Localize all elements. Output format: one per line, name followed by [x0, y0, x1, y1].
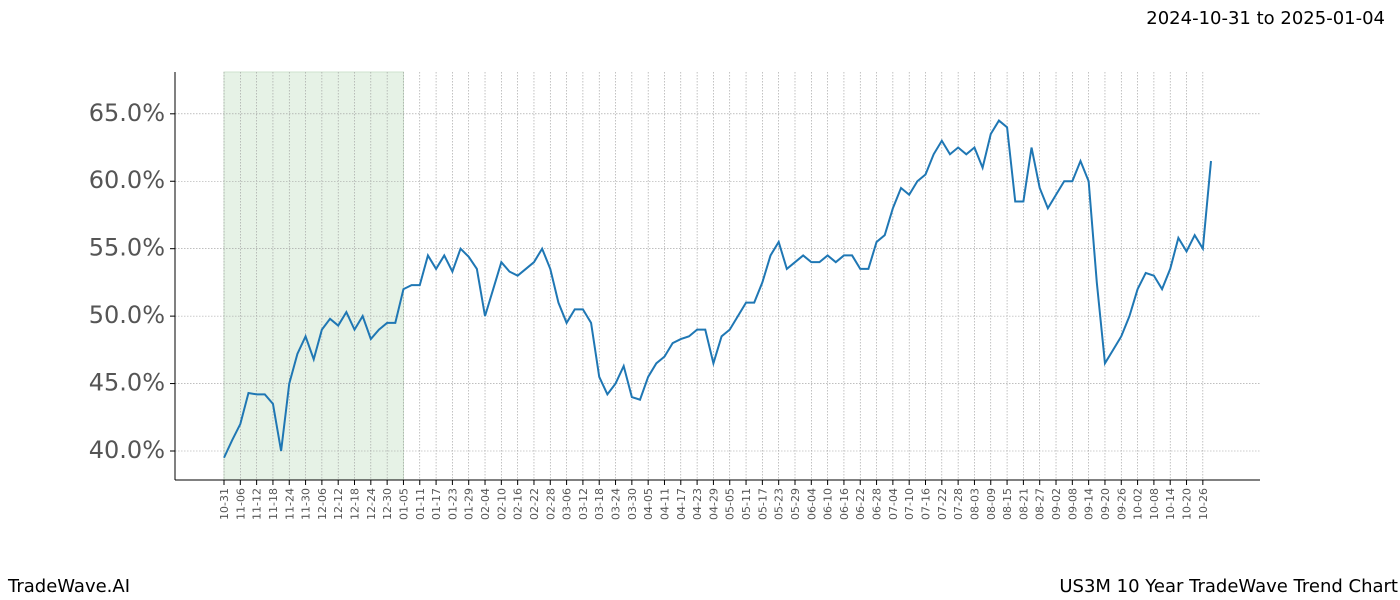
- x-tick-label: 02-22: [528, 488, 541, 520]
- x-tick-label: 05-11: [740, 488, 753, 520]
- x-tick-label: 09-26: [1115, 488, 1128, 520]
- y-tick-label: 55.0%: [89, 234, 165, 262]
- x-tick-label: 02-16: [512, 488, 525, 520]
- x-tick-label: 04-23: [691, 488, 704, 520]
- y-tick-label: 50.0%: [89, 301, 165, 329]
- x-tick-label: 10-14: [1164, 488, 1177, 520]
- x-tick-label: 10-02: [1132, 488, 1145, 520]
- x-tick-label: 04-11: [658, 488, 671, 520]
- x-tick-label: 03-06: [561, 488, 574, 520]
- x-tick-label: 05-23: [773, 488, 786, 520]
- x-tick-label: 10-08: [1148, 488, 1161, 520]
- x-tick-label: 02-28: [544, 488, 557, 520]
- x-tick-label: 04-17: [675, 488, 688, 520]
- x-tick-label: 02-10: [495, 488, 508, 520]
- x-tick-label: 12-18: [349, 488, 362, 520]
- x-tick-label: 01-29: [463, 488, 476, 520]
- x-tick-label: 05-29: [789, 488, 802, 520]
- x-tick-label: 03-18: [593, 488, 606, 520]
- x-tick-label: 07-04: [887, 488, 900, 520]
- x-tick-label: 09-08: [1066, 488, 1079, 520]
- x-tick-label: 06-28: [871, 488, 884, 520]
- x-tick-label: 06-16: [838, 488, 851, 520]
- x-tick-label: 08-21: [1017, 488, 1030, 520]
- date-range: 2024-10-31 to 2025-01-04: [1146, 8, 1385, 29]
- x-tick-label: 08-27: [1034, 488, 1047, 520]
- x-tick-label: 08-03: [968, 488, 981, 520]
- x-tick-label: 08-09: [985, 488, 998, 520]
- x-tick-label: 07-22: [936, 488, 949, 520]
- x-tick-label: 10-26: [1197, 488, 1210, 520]
- x-tick-label: 06-04: [805, 488, 818, 520]
- highlight-band: [223, 71, 404, 481]
- x-tick-label: 11-12: [251, 488, 264, 520]
- x-tick-label: 05-17: [756, 488, 769, 520]
- x-tick-label: 09-14: [1083, 488, 1096, 520]
- y-tick-label: 45.0%: [89, 369, 165, 397]
- x-tick-label: 09-02: [1050, 488, 1063, 520]
- x-tick-label: 12-12: [332, 488, 345, 520]
- x-tick-label: 01-05: [397, 488, 410, 520]
- x-tick-label: 11-30: [300, 488, 313, 520]
- line-series: [223, 119, 1212, 459]
- x-tick-label: 07-16: [920, 488, 933, 520]
- x-tick-label: 07-10: [903, 488, 916, 520]
- chart-name: US3M 10 Year TradeWave Trend Chart: [1059, 576, 1398, 597]
- x-tick-label: 01-17: [430, 488, 443, 520]
- y-tick-label: 40.0%: [89, 436, 165, 464]
- x-tick-label: 06-10: [822, 488, 835, 520]
- x-tick-label: 11-24: [283, 488, 296, 520]
- x-tick-label: 08-15: [1001, 488, 1014, 520]
- x-tick-label: 10-31: [218, 488, 231, 520]
- x-tick-label: 12-06: [316, 488, 329, 520]
- x-tick-label: 12-30: [381, 488, 394, 520]
- x-tick-label: 02-04: [479, 488, 492, 520]
- x-tick-label: 07-28: [952, 488, 965, 520]
- x-tick-label: 11-18: [267, 488, 280, 520]
- x-tick-label: 01-23: [446, 488, 459, 520]
- x-tick-label: 09-20: [1099, 488, 1112, 520]
- x-tick-label: 11-06: [234, 488, 247, 520]
- x-tick-label: 01-11: [414, 488, 427, 520]
- brand: TradeWave.AI: [7, 576, 130, 597]
- x-tick-label: 10-20: [1181, 488, 1194, 520]
- x-tick-label: 03-12: [577, 488, 590, 520]
- x-tick-label: 04-05: [642, 488, 655, 520]
- x-tick-label: 04-29: [707, 488, 720, 520]
- x-tick-label: 05-05: [724, 488, 737, 520]
- y-tick-label: 60.0%: [89, 166, 165, 194]
- y-tick-label: 65.0%: [89, 99, 165, 127]
- x-tick-label: 03-24: [610, 488, 623, 520]
- x-tick-label: 03-30: [626, 488, 639, 520]
- x-tick-label: 12-24: [365, 488, 378, 520]
- x-tick-label: 06-22: [854, 488, 867, 520]
